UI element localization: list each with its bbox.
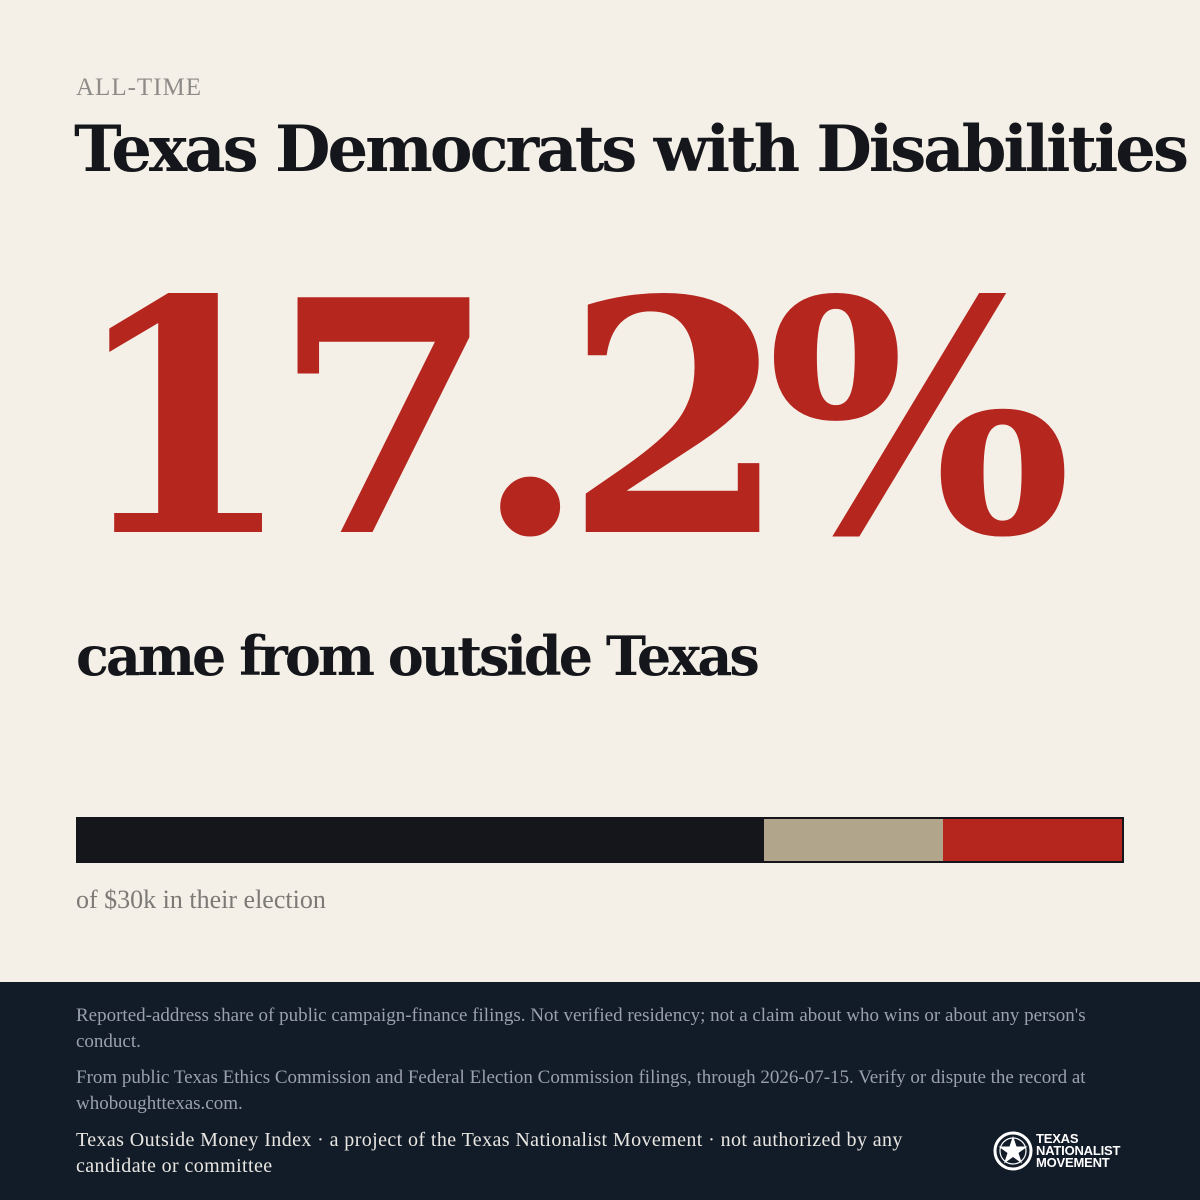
logo-line-movement: MOVEMENT xyxy=(1036,1155,1110,1170)
page-title: Texas Democrats with Disabilities xyxy=(74,112,1189,187)
bar-caption: of $30k in their election xyxy=(76,885,326,914)
money-share-bar xyxy=(76,817,1124,863)
logo-line-texas: TEXAS xyxy=(1036,1131,1079,1146)
tnm-logo-wordmark: TEXAS NATIONALIST MOVEMENT xyxy=(1036,1131,1121,1170)
bar-segment-unknown xyxy=(764,819,943,861)
bar-segment-outside-texas xyxy=(942,819,1122,861)
footer-source-note: From public Texas Ethics Commission and … xyxy=(76,1067,1086,1114)
footer-credit: Texas Outside Money Index · a project of… xyxy=(76,1129,903,1177)
logo-line-nationalist: NATIONALIST xyxy=(1036,1143,1121,1158)
footer-disclaimer: Reported-address share of public campaig… xyxy=(76,1005,1086,1052)
tnm-logo: TEXAS NATIONALIST MOVEMENT xyxy=(992,1130,1120,1172)
bar-segment-inside-texas xyxy=(78,819,765,861)
tnm-star-emblem-icon xyxy=(993,1131,1033,1171)
outside-share-stat: 17.2% xyxy=(70,230,1072,608)
stat-caption: came from outside Texas xyxy=(76,624,760,688)
period-label: ALL-TIME xyxy=(76,74,203,101)
